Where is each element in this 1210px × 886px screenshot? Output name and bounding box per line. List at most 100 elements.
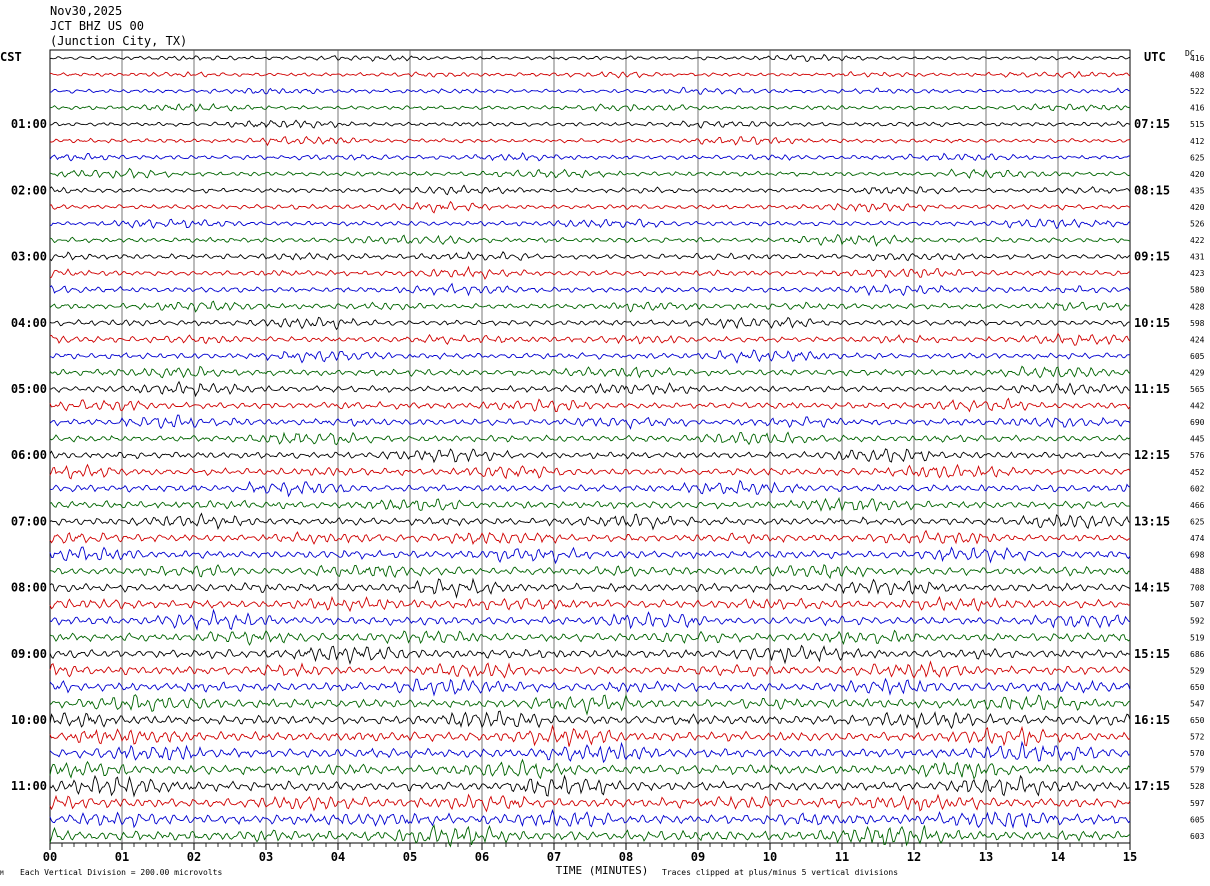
x-tick-label: 07 [547, 850, 561, 864]
seismic-trace [49, 724, 1131, 747]
dc-offset-value: 576 [1190, 451, 1205, 460]
footer-clip-text: Traces clipped at plus/minus 5 vertical … [662, 868, 899, 877]
x-tick-label: 04 [331, 850, 345, 864]
dc-offset-value: 435 [1190, 186, 1205, 195]
corner-mark: M [0, 870, 4, 877]
x-tick-label: 12 [907, 850, 921, 864]
seismic-trace [49, 774, 1131, 798]
x-tick-label: 05 [403, 850, 417, 864]
x-tick-label: 03 [259, 850, 273, 864]
right-timezone-label: UTC [1144, 50, 1166, 64]
dc-offset-value: 625 [1190, 517, 1205, 526]
dc-offset-value: 507 [1190, 600, 1205, 609]
hour-label-cst: 03:00 [11, 250, 47, 264]
seismic-trace [49, 677, 1131, 697]
seismic-trace [49, 793, 1131, 813]
hour-label-utc: 15:15 [1134, 647, 1170, 661]
seismic-trace [49, 595, 1131, 613]
seismic-trace [50, 218, 1131, 229]
dc-offset-value: 474 [1190, 534, 1205, 543]
dc-offset-value: 602 [1190, 484, 1205, 493]
dc-offset-value: 580 [1190, 286, 1205, 295]
seismic-trace [49, 152, 1131, 162]
seismic-trace [49, 463, 1131, 480]
x-tick-label: 08 [619, 850, 633, 864]
dc-offset-value: 515 [1190, 120, 1205, 129]
dc-offset-value: 605 [1190, 352, 1205, 361]
seismic-trace [49, 808, 1131, 829]
x-tick-label: 15 [1123, 850, 1137, 864]
dc-offset-value: 528 [1190, 782, 1205, 791]
dc-offset-value: 488 [1190, 567, 1205, 576]
seismic-trace [49, 740, 1131, 764]
seismic-trace [49, 564, 1131, 580]
dc-offset-value: 423 [1190, 269, 1205, 278]
dc-offset-value: 572 [1190, 733, 1205, 742]
hour-label-utc: 09:15 [1134, 250, 1170, 264]
dc-offset-value: 698 [1190, 551, 1205, 560]
hour-label-cst: 06:00 [11, 448, 47, 462]
dc-offset-value: 442 [1190, 402, 1205, 411]
hour-label-cst: 05:00 [11, 382, 47, 396]
seismic-trace [49, 53, 1131, 63]
seismic-trace [49, 102, 1131, 112]
seismic-trace [49, 365, 1131, 379]
footer-scale-text: Each Vertical Division = 200.00 microvol… [20, 868, 223, 877]
dc-offset-value: 420 [1190, 203, 1205, 212]
dc-offset-value: 579 [1190, 766, 1205, 775]
dc-offset-value: 420 [1190, 170, 1205, 179]
x-tick-label: 10 [763, 850, 777, 864]
dc-offset-value: 422 [1190, 236, 1205, 245]
x-tick-label: 09 [691, 850, 705, 864]
dc-offset-value: 526 [1190, 220, 1205, 229]
seismic-trace [49, 167, 1131, 179]
seismic-trace [49, 496, 1131, 512]
x-tick-label: 01 [115, 850, 129, 864]
hour-label-cst: 01:00 [11, 117, 47, 131]
seismic-trace [49, 710, 1131, 730]
hour-label-utc: 12:15 [1134, 448, 1170, 462]
hour-label-utc: 13:15 [1134, 514, 1170, 528]
seismic-trace [49, 70, 1131, 79]
x-tick-label: 02 [187, 850, 201, 864]
seismic-trace [49, 349, 1131, 364]
seismic-trace [49, 694, 1131, 716]
dc-offset-value: 570 [1190, 749, 1205, 758]
x-tick-label: 06 [475, 850, 489, 864]
seismic-trace [49, 380, 1131, 398]
plot-frame [49, 49, 1131, 844]
seismic-trace [49, 135, 1131, 147]
x-tick-label: 14 [1051, 850, 1065, 864]
seismic-trace [49, 660, 1131, 679]
dc-offset-value: 428 [1190, 302, 1205, 311]
dc-offset-value: 625 [1190, 153, 1205, 162]
hour-label-utc: 16:15 [1134, 713, 1170, 727]
hour-label-cst: 11:00 [11, 779, 47, 793]
dc-offset-header: DC [1185, 49, 1195, 58]
dc-offset-value: 605 [1190, 815, 1205, 824]
dc-offset-value: 519 [1190, 633, 1205, 642]
seismic-trace [49, 629, 1131, 646]
dc-offset-value: 431 [1190, 253, 1205, 262]
dc-offset-value: 598 [1190, 319, 1205, 328]
seismic-trace [49, 644, 1131, 665]
hour-label-cst: 09:00 [11, 647, 47, 661]
hour-label-cst: 10:00 [11, 713, 47, 727]
seismic-trace [49, 758, 1131, 780]
seismic-trace [49, 608, 1131, 631]
seismic-trace [49, 251, 1131, 262]
seismic-trace [49, 119, 1131, 129]
seismic-trace [49, 431, 1131, 446]
dc-offset-value: 522 [1190, 87, 1205, 96]
hour-label-cst: 04:00 [11, 316, 47, 330]
hour-label-utc: 17:15 [1134, 779, 1170, 793]
dc-offset-value: 686 [1190, 650, 1205, 659]
seismic-trace [49, 479, 1131, 498]
dc-offset-value: 690 [1190, 418, 1205, 427]
seismic-trace [49, 282, 1131, 297]
dc-offset-value: 429 [1190, 368, 1205, 377]
seismic-trace [49, 414, 1131, 430]
hour-label-utc: 11:15 [1134, 382, 1170, 396]
hour-label-utc: 10:15 [1134, 316, 1170, 330]
dc-offset-value: 445 [1190, 435, 1205, 444]
